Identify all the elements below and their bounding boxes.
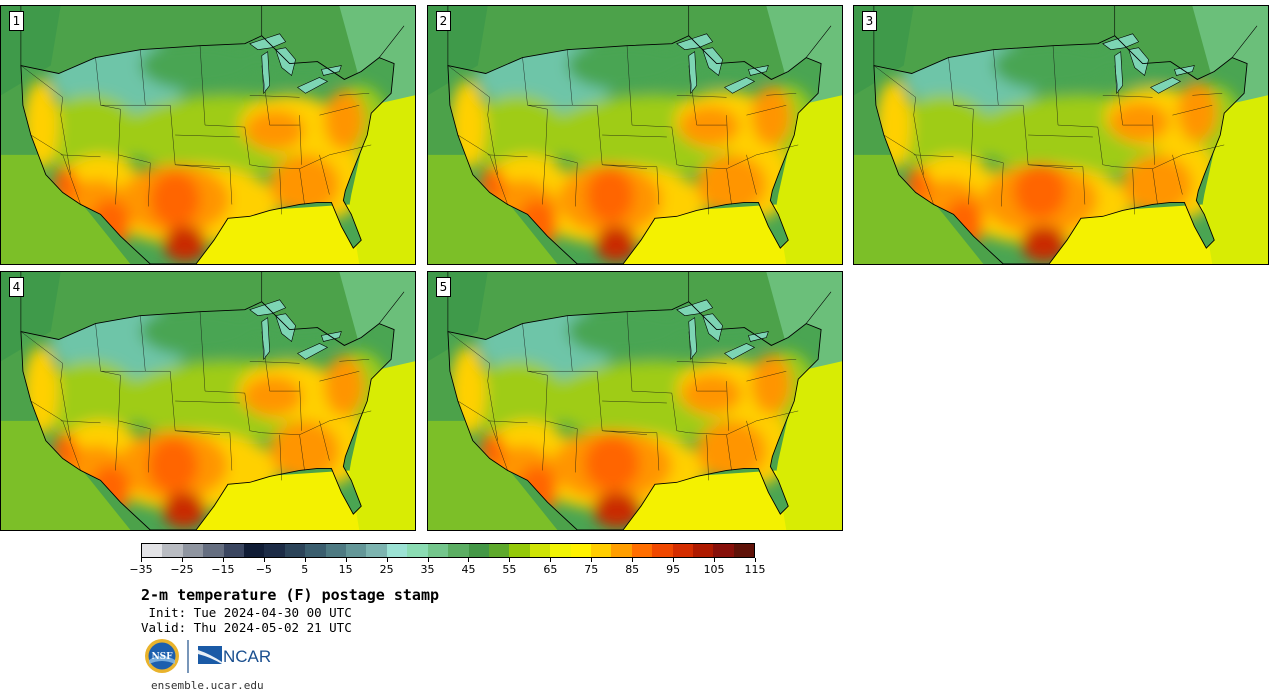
colorbar-tick-label: 115 [744,563,766,576]
colorbar-tick [345,558,347,562]
colorbar-swatch [448,544,469,557]
colorbar-tick-label: 35 [420,563,435,576]
conus-map [428,272,842,530]
colorbar-swatch [590,544,612,557]
colorbar-tick-label: −35 [129,563,153,576]
map-panel-5: 5 [427,271,843,531]
figure-title: 2-m temperature (F) postage stamp [141,586,440,604]
colorbar-tick-label: 75 [584,563,599,576]
colorbar-tick [222,558,224,562]
init-time: Init: Tue 2024-04-30 00 UTC [141,605,352,620]
colorbar-tick-label: 45 [461,563,476,576]
conus-map [854,6,1268,264]
map-panel-2: 2 [427,5,843,265]
colorbar-tick [141,558,142,562]
map-panel-4: 4 [0,271,416,531]
colorbar-swatch [733,544,755,557]
colorbar-swatch [162,544,183,557]
colorbar-swatch [407,544,428,557]
colorbar-tick [263,558,265,562]
colorbar-tick [509,558,511,562]
colorbar-swatch [142,544,163,557]
colorbar-swatch [692,544,714,557]
colorbar-swatch [182,544,204,557]
colorbar-tick [632,558,634,562]
colorbar-tick-label: −25 [170,563,194,576]
colorbar-tick-label: 65 [543,563,558,576]
colorbar-swatch [346,544,367,557]
ncar-logo: NCAR [198,646,271,666]
colorbar-swatch [386,544,408,557]
colorbar-swatch [468,544,489,557]
colorbar-tick-label: 105 [703,563,725,576]
colorbar-swatch [529,544,551,557]
panel-label: 2 [436,11,451,31]
colorbar-swatch [427,544,449,557]
colorbar-tick-label: 95 [666,563,681,576]
colorbar-swatch [284,544,306,557]
colorbar-swatch [713,544,734,557]
nsf-logo: NSF [145,639,179,673]
colorbar-swatch [611,544,632,557]
map-panel-1: 1 [0,5,416,265]
colorbar-tick [181,558,183,562]
website-url: ensemble.ucar.edu [151,679,264,692]
svg-text:NCAR: NCAR [223,647,271,666]
conus-map [428,6,842,264]
colorbar-tick-label: 25 [379,563,394,576]
panel-label: 4 [9,277,24,297]
colorbar-tick [714,558,716,562]
colorbar-swatch [366,544,387,557]
colorbar-swatch [244,544,265,557]
colorbar-swatch [264,544,285,557]
panel-label: 5 [436,277,451,297]
colorbar-tick-label: 55 [502,563,517,576]
svg-text:NSF: NSF [151,652,173,662]
valid-time: Valid: Thu 2024-05-02 21 UTC [141,620,352,635]
colorbar-tick [427,558,429,562]
panel-label: 1 [9,11,24,31]
colorbar-tick [386,558,388,562]
colorbar-swatch [488,544,510,557]
sponsor-logos: NSF NCAR [145,639,271,673]
colorbar-swatch [550,544,571,557]
colorbar-tick [591,558,593,562]
colorbar-swatch [570,544,591,557]
temperature-colorbar [141,543,755,558]
conus-map [1,272,415,530]
colorbar-tick-label: −15 [211,563,235,576]
colorbar-tick-label: 15 [338,563,353,576]
colorbar-swatch [305,544,326,557]
map-panel-3: 3 [853,5,1269,265]
colorbar-ticks: −35 −25 −15 −5 5 15 25 35 45 55 65 75 85 95 105 115 [129,558,766,580]
conus-map [1,6,415,264]
panel-label: 3 [862,11,877,31]
colorbar-tick-label: 85 [625,563,640,576]
colorbar-swatch [203,544,224,557]
colorbar-swatch [325,544,347,557]
colorbar-tick [755,558,756,562]
colorbar-tick [468,558,470,562]
colorbar-swatch [223,544,245,557]
colorbar-swatch [631,544,653,557]
colorbar-tick [550,558,552,562]
colorbar-tick-label: −5 [255,563,272,576]
colorbar-tick-label: 5 [301,563,309,576]
colorbar-swatch [509,544,530,557]
colorbar-tick [673,558,675,562]
colorbar-swatch [672,544,693,557]
colorbar-tick [304,558,306,562]
colorbar-swatch [652,544,673,557]
